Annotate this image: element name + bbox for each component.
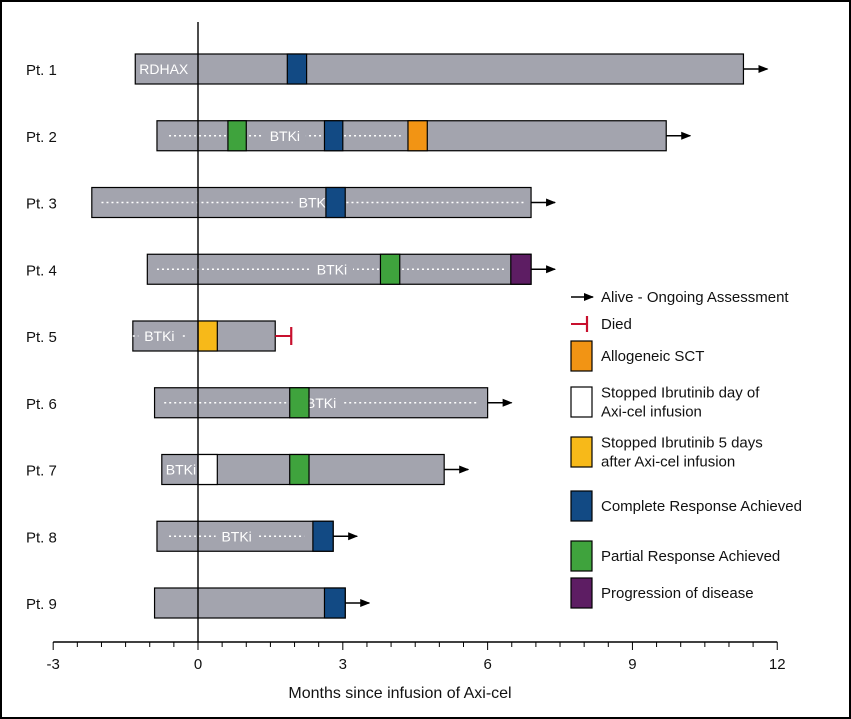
legend-label: Died xyxy=(601,316,632,333)
bridging-label: BTKi xyxy=(306,395,336,411)
bridging-label-bg xyxy=(263,127,306,144)
event-partial-response xyxy=(379,253,401,285)
patient-row: Pt. 5 BTKi xyxy=(26,320,293,352)
patient-label: Pt. 3 xyxy=(26,196,57,213)
x-tick-label: 0 xyxy=(194,656,202,673)
x-axis: -3 0 3 6 9 12 xyxy=(47,22,786,673)
legend-item: Complete Response Achieved xyxy=(570,490,802,522)
x-tick-label: 9 xyxy=(628,656,636,673)
legend: Alive - Ongoing Assessment Died Allogeneic… xyxy=(570,289,802,609)
event-progression xyxy=(510,253,532,285)
legend-item: Stopped Ibrutinib day of Axi-cel infusion xyxy=(570,385,760,421)
legend-item: Partial Response Achieved xyxy=(570,540,780,572)
bridging-label: BTKi xyxy=(221,528,251,544)
patient-label: Pt. 8 xyxy=(26,529,57,546)
patient-label: Pt. 2 xyxy=(26,129,57,146)
legend-item: Allogeneic SCT xyxy=(570,340,704,372)
legend-label: Progression of disease xyxy=(601,585,754,602)
event-complete-response xyxy=(323,120,344,152)
patient-row: Pt. 3 BTKi xyxy=(26,186,557,219)
patient-row: Pt. 4 BTKi xyxy=(26,253,557,285)
legend-swatch-partial-response xyxy=(570,540,593,572)
legend-swatch-stopped-day-of xyxy=(570,386,593,418)
event-complete-response xyxy=(312,520,334,552)
bridging-label: BTKi xyxy=(166,462,196,478)
legend-swatch-progression xyxy=(570,577,593,609)
patient-label: Pt. 9 xyxy=(26,596,57,613)
x-axis-label: Months since infusion of Axi-cel xyxy=(288,685,511,702)
x-tick-label: 3 xyxy=(339,656,347,673)
bridging-label: BTKi xyxy=(144,328,174,344)
event-partial-response xyxy=(289,387,310,419)
event-partial-response xyxy=(227,120,247,152)
patient-label: Pt. 7 xyxy=(26,463,57,480)
patient-row: Pt. 1 RDHAX xyxy=(26,53,769,85)
legend-swatch-complete-response xyxy=(570,490,593,522)
patient-row: Pt. 8 BTKi xyxy=(26,520,359,552)
legend-item: Alive - Ongoing Assessment xyxy=(571,289,789,306)
patient-row: Pt. 9 xyxy=(26,587,371,619)
bridging-label: BTKi xyxy=(317,261,347,277)
legend-label: Allogeneic SCT xyxy=(601,348,704,365)
patient-row: Pt. 2 BTKi xyxy=(26,120,692,152)
event-stopped-5-days xyxy=(197,320,218,352)
event-allogeneic-sct xyxy=(407,120,428,152)
patient-row: Pt. 7 BTKi xyxy=(26,453,470,486)
legend-item: Died xyxy=(571,316,632,333)
legend-label: Alive - Ongoing Assessment xyxy=(601,289,789,306)
patient-label: Pt. 4 xyxy=(26,262,57,279)
legend-item: Stopped Ibrutinib 5 days after Axi-cel in… xyxy=(570,435,763,471)
bridging-label-bg xyxy=(292,194,335,211)
legend-label: Partial Response Achieved xyxy=(601,548,780,565)
patient-label: Pt. 1 xyxy=(26,62,57,79)
event-complete-response xyxy=(325,186,346,219)
patient-row: Pt. 6 BTKi xyxy=(26,387,513,419)
bridging-label-bg xyxy=(300,394,343,411)
patient-bar xyxy=(153,587,346,619)
patient-label: Pt. 5 xyxy=(26,329,57,346)
x-tick-label: -3 xyxy=(47,656,60,673)
bridging-label-bg xyxy=(138,328,181,344)
legend-swatch-stopped-5-days xyxy=(570,436,593,468)
legend-label: Stopped Ibrutinib day of Axi-cel infusion xyxy=(601,385,760,421)
event-partial-response xyxy=(289,453,310,486)
event-stopped-day-of xyxy=(197,453,218,486)
bridging-label: BTKi xyxy=(270,128,300,144)
event-complete-response xyxy=(323,587,346,619)
legend-label: Complete Response Achieved xyxy=(601,498,802,515)
legend-item: Progression of disease xyxy=(570,577,754,609)
patient-label: Pt. 6 xyxy=(26,396,57,413)
event-complete-response xyxy=(286,53,308,85)
bridging-label: RDHAX xyxy=(139,61,189,77)
legend-label: Stopped Ibrutinib 5 days after Axi-cel in… xyxy=(601,435,763,471)
bridging-label: BTKi xyxy=(299,195,329,211)
x-tick-label: 6 xyxy=(483,656,491,673)
bridging-label-bg xyxy=(310,261,353,278)
legend-swatch-allogeneic-sct xyxy=(570,340,593,372)
x-tick-label: 12 xyxy=(769,656,786,673)
bridging-label-bg xyxy=(215,528,258,545)
patient-bar xyxy=(134,53,745,85)
